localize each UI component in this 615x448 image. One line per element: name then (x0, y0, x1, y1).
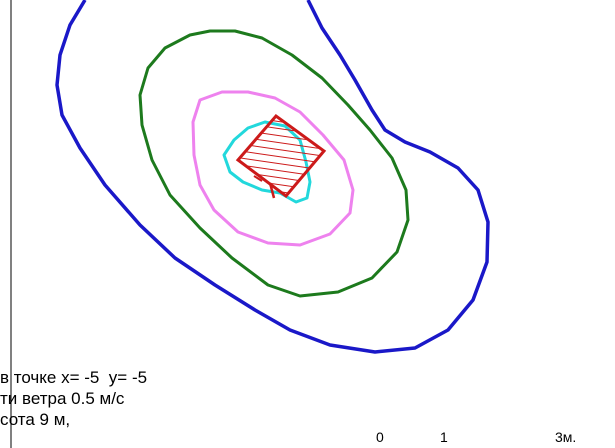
scale-tick-0: 0 (376, 429, 384, 445)
contour-second (138, 29, 410, 298)
scale-tick-1: 1 (440, 429, 448, 445)
contour-third (191, 90, 355, 247)
source-building-stem (268, 182, 276, 199)
caption-point-coordinates: в точке x= -5 y= -5 (0, 368, 148, 387)
contour-outer (55, 0, 490, 354)
scale-tick-3: 3м. (555, 429, 577, 445)
caption-height: сота 9 м, (0, 410, 71, 429)
caption-wind-speed: ти ветра 0.5 м/с (0, 389, 125, 408)
source-building-mark (253, 175, 263, 182)
